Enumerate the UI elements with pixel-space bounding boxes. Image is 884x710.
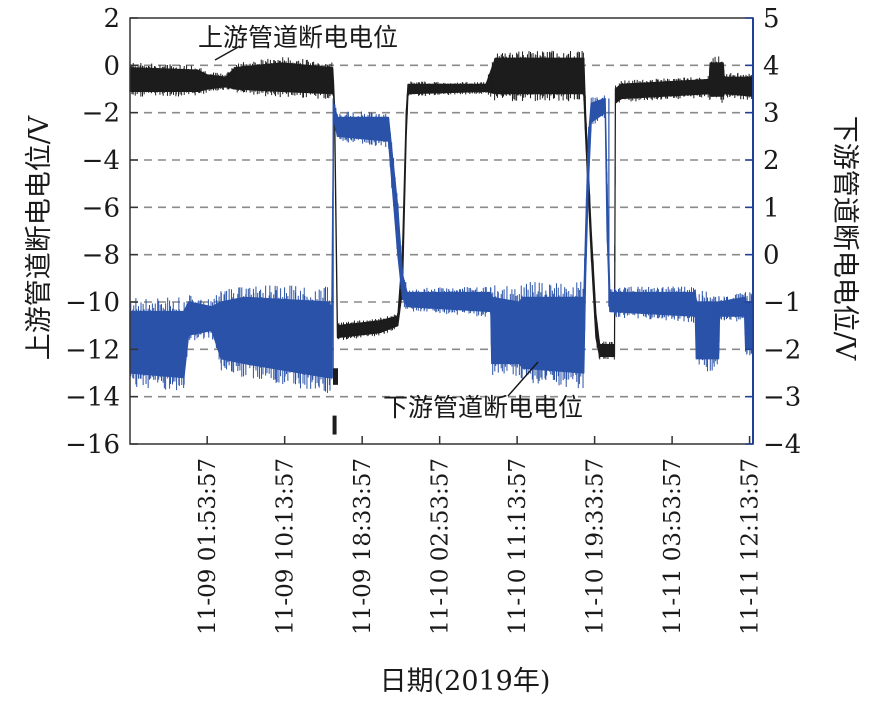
y-tick-label-right: −2 xyxy=(763,335,801,365)
x-tick-label: 11-09 01:53:57 xyxy=(195,458,221,635)
series-noise-downstream xyxy=(130,95,753,393)
y-tick-label-left: −6 xyxy=(82,193,120,223)
y-tick-label-left: −10 xyxy=(65,288,120,318)
y-axis-label-left: 上游管道断电电位/V xyxy=(24,115,55,360)
series-band-downstream xyxy=(129,97,754,379)
x-tick-label: 11-10 02:53:57 xyxy=(428,458,454,635)
y-tick-label-right: 2 xyxy=(763,146,780,176)
x-axis-label: 日期(2019年) xyxy=(380,666,551,697)
annotation-downstream: 下游管道断电电位 xyxy=(383,393,583,422)
y-tick-label-left: −14 xyxy=(65,383,120,413)
y-tick-label-left: −12 xyxy=(65,335,120,365)
y-tick-label-right: 5 xyxy=(763,4,780,34)
annotation-leader-upstream xyxy=(214,45,241,61)
y-tick-label-left: −16 xyxy=(65,430,120,460)
y-tick-label-right: −3 xyxy=(763,383,801,413)
series-noise-upstream xyxy=(130,50,753,360)
tick-group: −16−14−12−10−8−6−4−202−4−3−2−101234511-0… xyxy=(65,4,801,635)
y-axis-label-right: 下游管道断电电位/V xyxy=(829,116,860,361)
plot-frame xyxy=(129,17,754,445)
annotation-leader-downstream xyxy=(507,361,539,397)
y-tick-label-left: −2 xyxy=(82,99,120,129)
x-tick-label: 11-10 19:33:57 xyxy=(583,458,609,635)
y-tick-label-left: 0 xyxy=(103,51,120,81)
y-tick-label-right: 3 xyxy=(763,99,780,129)
y-tick-label-left: 2 xyxy=(103,4,120,34)
x-tick-label: 11-09 10:13:57 xyxy=(273,458,299,635)
x-tick-label: 11-10 11:13:57 xyxy=(505,458,531,635)
x-tick-label: 11-11 12:13:57 xyxy=(738,458,764,635)
y-tick-label-right: 0 xyxy=(763,241,780,271)
y-tick-label-right: −4 xyxy=(763,430,801,460)
annotation-group: 上游管道断电电位 下游管道断电电位 xyxy=(198,23,583,422)
y-tick-label-left: −8 xyxy=(82,241,120,271)
series-group xyxy=(129,50,754,435)
y-tick-label-right: −1 xyxy=(763,288,801,318)
annotation-upstream: 上游管道断电电位 xyxy=(198,23,398,52)
x-tick-label: 11-09 18:33:57 xyxy=(350,458,376,635)
y-tick-label-left: −4 xyxy=(82,146,120,176)
y-tick-label-right: 1 xyxy=(763,193,780,223)
y-tick-label-right: 4 xyxy=(763,51,780,81)
x-tick-label: 11-11 03:53:57 xyxy=(660,458,686,635)
